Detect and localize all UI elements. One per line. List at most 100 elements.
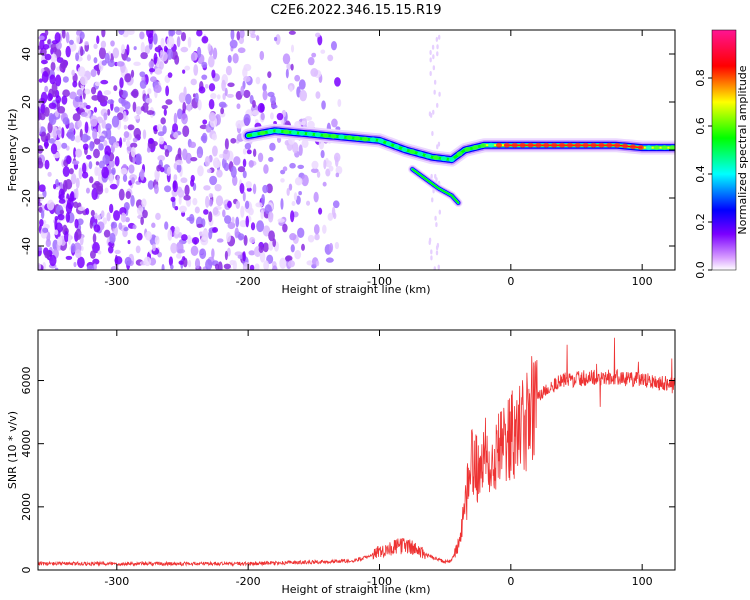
spectrogram-noise-cell [62, 165, 70, 177]
spectrogram-noise-cell [236, 30, 241, 41]
spectrogram-noise-cell [433, 266, 436, 270]
spectrogram-noise-cell [89, 140, 94, 152]
spectrogram-noise-cell [216, 94, 221, 100]
spectrogram-noise-cell [123, 131, 130, 139]
spectrogram-noise-cell [71, 160, 80, 165]
spectrogram-noise-cell [192, 197, 198, 206]
spectrogram-noise-cell [315, 91, 321, 99]
spectrogram-noise-cell [436, 144, 439, 150]
spectrogram-noise-cell [49, 254, 57, 267]
spectrogram-noise-cell [88, 176, 94, 184]
spectrogram-noise-cell [289, 233, 297, 241]
spectrogram-noise-cell [61, 142, 68, 149]
spectrogram-noise-cell [306, 200, 311, 206]
spectrogram-noise-cell [103, 90, 112, 96]
spectrogram-ridge-blob [330, 133, 337, 139]
spectrogram-noise-cell [61, 95, 68, 105]
spectrogram-noise-cell [197, 99, 202, 111]
spectrogram-ridge-blob [425, 153, 432, 159]
spectrogram-noise-cell [322, 181, 327, 187]
spectrogram-noise-cell [273, 36, 278, 42]
spectrogram-noise-cell [227, 200, 232, 209]
spectrogram-noise-cell [75, 187, 79, 200]
spectrogram-noise-cell [172, 123, 179, 133]
spectrogram-noise-cell [75, 249, 82, 259]
spectrogram-noise-cell [90, 69, 97, 78]
spectrogram-noise-cell [131, 177, 135, 185]
spectrogram-noise-cell [215, 195, 224, 207]
spectrogram-noise-cell [55, 74, 62, 87]
spectrogram-ridge-blob [409, 149, 416, 155]
spectrogram-noise-cell [174, 54, 180, 65]
spectrogram-noise-cell [246, 149, 252, 155]
snr-x-axis-label: Height of straight line (km) [281, 583, 430, 596]
spectrogram-noise-cell [216, 169, 223, 178]
spectrogram-noise-cell [328, 165, 334, 172]
spectrogram-noise-cell [64, 179, 73, 190]
spectrogram-y-tick-label: -40 [20, 237, 33, 255]
spectrogram-noise-cell [107, 60, 116, 68]
spectrogram-noise-cell [71, 69, 75, 77]
spectrogram-noise-cell [294, 250, 302, 260]
spectrogram-noise-cell [201, 229, 209, 241]
spectrogram-noise-cell [227, 82, 235, 88]
spectrogram-noise-cell [190, 174, 195, 182]
spectrogram-noise-cell [428, 237, 432, 243]
spectrogram-noise-cell [57, 213, 65, 221]
spectrogram-noise-cell [125, 57, 131, 62]
chart-title: C2E6.2022.346.15.15.R19 [270, 3, 441, 18]
spectrogram-x-tick-label: -300 [104, 275, 129, 288]
spectrogram-noise-cell [135, 153, 142, 166]
spectrogram-noise-cell [271, 265, 278, 270]
spectrogram-noise-cell [112, 47, 120, 59]
spectrogram-noise-field [38, 30, 442, 270]
spectrogram-noise-cell [244, 200, 250, 210]
spectrogram-noise-cell [114, 249, 121, 255]
spectrogram-ridge-blob [251, 131, 258, 137]
spectrogram-ridge-blob [653, 145, 660, 151]
spectrogram-noise-cell [430, 173, 433, 179]
spectrogram-noise-cell [80, 111, 88, 117]
spectrogram-noise-cell [236, 103, 241, 110]
spectrogram-noise-cell [294, 74, 301, 82]
spectrogram-x-tick-label: 100 [632, 275, 653, 288]
spectrogram-noise-cell [208, 193, 214, 198]
spectrogram-noise-cell [245, 181, 252, 189]
spectrogram-noise-cell [164, 185, 172, 193]
spectrogram-noise-cell [317, 34, 323, 46]
spectrogram-noise-cell [280, 178, 285, 183]
spectrogram-noise-cell [143, 256, 152, 267]
spectrogram-noise-cell [181, 234, 188, 241]
spectrogram-noise-cell [187, 36, 192, 48]
spectrogram-noise-cell [153, 52, 158, 65]
spectrogram-noise-cell [190, 78, 197, 86]
spectrogram-noise-cell [285, 255, 293, 262]
spectrogram-noise-cell [76, 88, 84, 97]
spectrogram-noise-cell [72, 113, 81, 122]
spectrogram-noise-cell [258, 245, 264, 253]
spectrogram-ridge-blob [566, 142, 573, 148]
spectrogram-noise-cell [114, 155, 120, 167]
spectrogram-noise-cell [230, 30, 235, 41]
spectrogram-noise-cell [224, 215, 232, 224]
spectrogram-noise-cell [242, 262, 251, 270]
spectrogram-noise-cell [243, 89, 251, 99]
spectrogram-noise-cell [93, 57, 98, 64]
spectrogram-noise-cell [431, 44, 435, 50]
spectrogram-noise-cell [38, 115, 42, 120]
spectrogram-x-ticks: -300 -200 -100 0 100 [104, 30, 653, 288]
spectrogram-noise-cell [332, 200, 340, 209]
spectrogram-noise-cell [173, 112, 178, 125]
spectrogram-noise-cell [235, 200, 241, 209]
spectrogram-noise-cell [98, 47, 107, 60]
snr-y-ticks: 0 2000 4000 6000 [20, 367, 675, 574]
spectrogram-noise-cell [262, 242, 269, 253]
spectrogram-noise-cell [125, 140, 131, 147]
spectrogram-noise-cell [298, 190, 302, 196]
spectrogram-noise-cell [92, 233, 97, 244]
spectrogram-ridge-blob [590, 142, 597, 148]
spectrogram-noise-cell [330, 40, 337, 51]
spectrogram-noise-cell [434, 215, 437, 221]
spectrogram-noise-cell [217, 261, 223, 270]
spectrogram-noise-cell [243, 113, 251, 126]
